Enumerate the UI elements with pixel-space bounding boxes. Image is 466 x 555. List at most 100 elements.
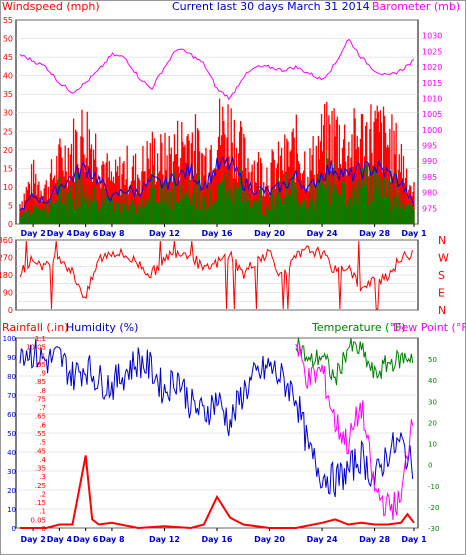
windspeed-tick: 55 bbox=[3, 16, 13, 25]
rainfall-tick: .65 bbox=[35, 413, 46, 421]
wind-average-line bbox=[19, 155, 415, 211]
rainfall-tick: .6 bbox=[39, 421, 46, 429]
windspeed-tick: 30 bbox=[3, 109, 13, 118]
humidity-axis-title: Humidity (%) bbox=[66, 321, 138, 334]
rainfall-tick: 1 bbox=[42, 352, 46, 360]
temperature-axis-title: Temperature (°F) bbox=[311, 321, 406, 334]
barometer-tick: 995 bbox=[422, 142, 437, 151]
chart-title: Current last 30 days March 31 2014 bbox=[172, 0, 370, 13]
rainfall-tick: 0.05 bbox=[30, 516, 46, 524]
barometer-line bbox=[19, 38, 415, 101]
x-tick-label: Day 8 bbox=[99, 535, 125, 544]
humidity-tick: 100 bbox=[3, 335, 16, 343]
rainfall-tick: .95 bbox=[35, 361, 46, 369]
rainfall-tick: .55 bbox=[35, 430, 46, 438]
direction-letter: S bbox=[438, 269, 445, 282]
windspeed-tick: 20 bbox=[3, 146, 13, 155]
windspeed-tick: 0 bbox=[8, 220, 13, 229]
rainfall-tick: 1.1 bbox=[35, 335, 46, 343]
humidity-tick: 0 bbox=[12, 525, 16, 533]
direction-letter: W bbox=[438, 252, 449, 265]
windspeed-tick: 50 bbox=[3, 35, 13, 44]
direction-tick: 0 bbox=[8, 306, 13, 315]
temperature-tick: 20 bbox=[428, 419, 437, 427]
humidity-tick: 60 bbox=[7, 411, 16, 419]
x-tick-label: Day 16 bbox=[202, 229, 233, 238]
rainfall-tick: .15 bbox=[35, 499, 46, 507]
barometer-tick: 980 bbox=[422, 189, 437, 198]
temperature-tick: 50 bbox=[428, 356, 437, 364]
x-tick-label: Day 1 bbox=[401, 535, 427, 544]
rainfall-tick: .25 bbox=[35, 482, 46, 490]
rainfall-tick: .85 bbox=[35, 378, 46, 386]
x-tick-label: Day 28 bbox=[359, 229, 390, 238]
barometer-axis-title: Barometer (mb) bbox=[372, 0, 460, 13]
dewpoint-axis-title: Dew Point (°F) bbox=[393, 321, 466, 334]
rainfall-tick: .9 bbox=[39, 370, 46, 378]
barometer-tick: 1010 bbox=[422, 94, 442, 103]
x-tick-label: Day 12 bbox=[149, 229, 180, 238]
temperature-tick: -10 bbox=[428, 483, 439, 491]
rainfall-line bbox=[20, 455, 415, 530]
humidity-tick: 20 bbox=[7, 487, 16, 495]
windspeed-tick: 5 bbox=[8, 201, 13, 210]
temperature-tick: 10 bbox=[428, 441, 437, 449]
windspeed-tick: 45 bbox=[3, 53, 13, 62]
rainfall-tick: .2 bbox=[39, 490, 46, 498]
rainfall-axis-title: Rainfall (.in) bbox=[2, 321, 69, 334]
direction-letter: N bbox=[438, 304, 446, 317]
direction-letter: E bbox=[438, 287, 445, 300]
x-tick-label: Day 8 bbox=[99, 229, 125, 238]
rainfall-tick: 10.05 bbox=[26, 344, 46, 352]
temperature-tick: 40 bbox=[428, 377, 437, 385]
rainfall-tick: .7 bbox=[39, 404, 46, 412]
rainfall-tick: .3 bbox=[39, 473, 46, 481]
humidity-tick: 30 bbox=[7, 468, 16, 476]
barometer-tick: 1020 bbox=[422, 63, 442, 72]
x-tick-label: Day 4 bbox=[47, 535, 73, 544]
barometer-tick: 985 bbox=[422, 173, 437, 182]
humidity-tick: 50 bbox=[7, 430, 16, 438]
direction-tick: 270 bbox=[0, 254, 13, 263]
humidity-tick: 10 bbox=[7, 506, 16, 514]
temperature-tick: 30 bbox=[428, 398, 437, 406]
x-tick-label: Day 4 bbox=[47, 229, 73, 238]
windspeed-tick: 35 bbox=[3, 90, 13, 99]
windspeed-tick: 40 bbox=[3, 72, 13, 81]
x-tick-label: Day 20 bbox=[254, 535, 285, 544]
windspeed-tick: 15 bbox=[3, 164, 13, 173]
barometer-tick: 1005 bbox=[422, 110, 442, 119]
x-tick-label: Day 28 bbox=[359, 535, 390, 544]
x-tick-label: Day 24 bbox=[307, 229, 338, 238]
direction-letter: N bbox=[438, 234, 446, 247]
x-tick-label: Day 2 bbox=[20, 535, 45, 544]
humidity-tick: 40 bbox=[7, 449, 16, 457]
windspeed-tick: 25 bbox=[3, 127, 13, 136]
barometer-tick: 1030 bbox=[422, 32, 442, 41]
direction-tick: 360 bbox=[0, 236, 13, 245]
temperature-tick: -30 bbox=[428, 525, 439, 533]
barometer-tick: 990 bbox=[422, 157, 437, 166]
x-tick-label: Day 6 bbox=[73, 535, 99, 544]
x-tick-label: Day 24 bbox=[307, 535, 338, 544]
barometer-tick: 1015 bbox=[422, 79, 442, 88]
wind-direction-line bbox=[19, 240, 413, 310]
x-tick-label: Day 16 bbox=[202, 535, 233, 544]
dewpoint-line bbox=[295, 343, 414, 520]
rainfall-tick: .45 bbox=[35, 447, 46, 455]
humidity-line bbox=[19, 339, 414, 498]
humidity-tick: 70 bbox=[7, 392, 16, 400]
rainfall-tick: .1 bbox=[39, 508, 46, 516]
rainfall-tick: .5 bbox=[39, 439, 46, 447]
direction-tick: 180 bbox=[0, 271, 13, 280]
barometer-tick: 975 bbox=[422, 204, 437, 213]
rainfall-tick: 0 bbox=[42, 525, 46, 533]
barometer-tick: 1000 bbox=[422, 126, 442, 135]
humidity-tick: 80 bbox=[7, 373, 16, 381]
barometer-tick: 1025 bbox=[422, 47, 442, 56]
humidity-tick: 90 bbox=[7, 354, 16, 362]
x-tick-label: Day 12 bbox=[149, 535, 180, 544]
windspeed-tick: 10 bbox=[3, 183, 13, 192]
windspeed-axis-title: Windspeed (mph) bbox=[2, 0, 100, 13]
